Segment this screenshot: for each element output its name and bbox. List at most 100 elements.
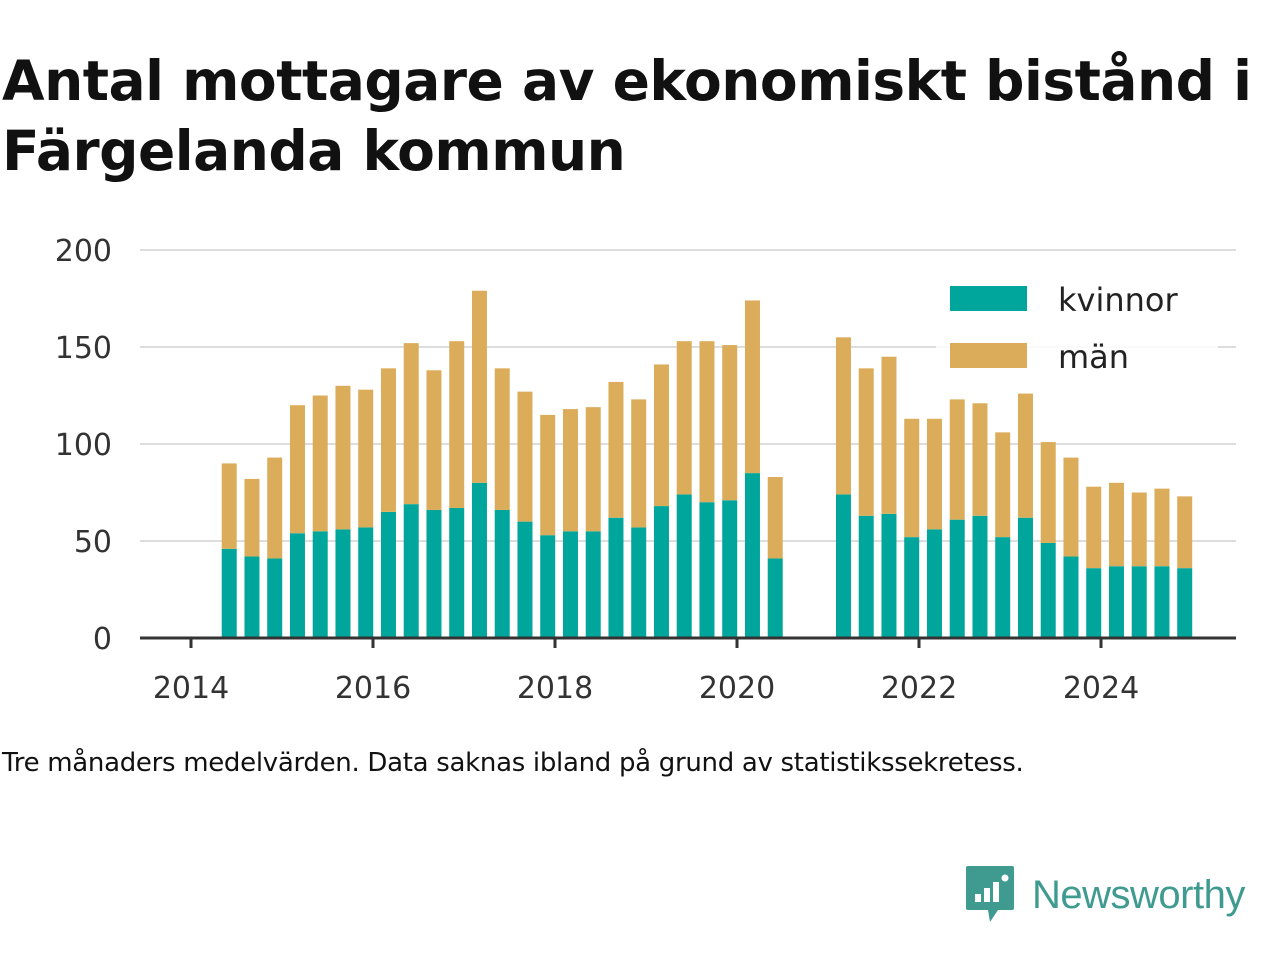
bar-män <box>1108 482 1124 567</box>
bar-män <box>471 290 487 483</box>
bar-kvinnor <box>1063 556 1079 638</box>
legend-label: män <box>1058 338 1129 376</box>
bar-kvinnor <box>1017 517 1033 638</box>
bar-kvinnor <box>858 515 874 638</box>
legend: kvinnor män <box>936 270 1218 386</box>
bar-män <box>676 341 692 495</box>
brand-logo: Newsworthy <box>964 864 1245 926</box>
bar-kvinnor <box>449 508 465 638</box>
bar-kvinnor <box>926 529 942 638</box>
bar-män <box>312 395 328 532</box>
bar-män <box>267 457 283 559</box>
bar-kvinnor <box>881 513 897 638</box>
bar-kvinnor <box>380 511 396 638</box>
bar-kvinnor <box>1108 566 1124 638</box>
y-tick-labels: 0 50 100 150 200 <box>55 234 112 657</box>
bar-kvinnor <box>835 494 851 638</box>
bar-kvinnor <box>972 515 988 638</box>
bar-kvinnor <box>1086 568 1102 638</box>
brand-name: Newsworthy <box>1032 872 1245 917</box>
bar-kvinnor <box>904 537 920 638</box>
x-tick-label: 2016 <box>335 671 411 706</box>
bar-kvinnor <box>631 527 647 638</box>
bar-kvinnor <box>562 531 578 638</box>
x-tick-label: 2014 <box>153 671 229 706</box>
bar-kvinnor <box>494 509 510 638</box>
newsworthy-logo-icon <box>966 866 1014 922</box>
bar-män <box>426 370 442 510</box>
bar-kvinnor <box>471 482 487 638</box>
bar-män <box>244 478 260 557</box>
bar-män <box>881 356 897 514</box>
bar-män <box>835 337 851 495</box>
bar-män <box>380 368 396 512</box>
bar-män <box>722 345 738 501</box>
bar-män <box>562 409 578 532</box>
bar-män <box>653 364 669 507</box>
y-tick-label: 100 <box>55 428 112 463</box>
bar-kvinnor <box>267 558 283 638</box>
bar-kvinnor <box>403 504 419 638</box>
bar-kvinnor <box>540 535 556 638</box>
bar-kvinnor <box>335 529 351 638</box>
bar-män <box>449 341 465 509</box>
bar-kvinnor <box>653 506 669 638</box>
x-tick-label: 2018 <box>517 671 593 706</box>
bar-kvinnor <box>289 533 305 638</box>
bar-kvinnor <box>1040 542 1056 638</box>
bar-män <box>699 341 715 503</box>
x-tick-labels: 2014 2016 2018 2020 2022 2024 <box>153 638 1139 706</box>
x-tick-label: 2024 <box>1063 671 1139 706</box>
bar-kvinnor <box>767 558 783 638</box>
bar-män <box>585 407 601 532</box>
legend-label: kvinnor <box>1058 281 1179 319</box>
bar-män <box>1040 442 1056 543</box>
bar-män <box>1177 496 1193 569</box>
legend-swatch-kvinnor <box>950 286 1027 311</box>
bar-män <box>949 399 965 520</box>
bar-kvinnor <box>995 537 1011 638</box>
bar-kvinnor <box>312 531 328 638</box>
y-tick-label: 0 <box>93 622 112 657</box>
bar-män <box>1131 492 1147 567</box>
bar-kvinnor <box>244 556 260 638</box>
bar-kvinnor <box>676 494 692 638</box>
bar-män <box>1063 457 1079 557</box>
bar-män <box>540 414 556 536</box>
y-tick-label: 150 <box>55 331 112 366</box>
bar-kvinnor <box>1177 568 1193 638</box>
bar-män <box>858 368 874 516</box>
bar-män <box>1086 486 1102 569</box>
bar-kvinnor <box>426 509 442 638</box>
bar-män <box>403 343 419 505</box>
bar-kvinnor <box>1131 566 1147 638</box>
bar-kvinnor <box>517 521 533 638</box>
chart-title: Antal mottagare av ekonomiskt bistånd i … <box>2 49 1252 183</box>
bar-kvinnor <box>722 500 738 638</box>
bar-kvinnor <box>608 517 624 638</box>
bar-män <box>289 405 305 534</box>
bars-group <box>221 290 1193 638</box>
bar-män <box>767 476 783 559</box>
y-tick-label: 200 <box>55 234 112 269</box>
bar-kvinnor <box>221 548 237 638</box>
bar-män <box>221 463 237 549</box>
x-tick-label: 2022 <box>881 671 957 706</box>
bar-män <box>995 432 1011 538</box>
bar-män <box>335 385 351 530</box>
y-tick-label: 50 <box>74 525 112 560</box>
bar-män <box>631 399 647 528</box>
bar-kvinnor <box>949 519 965 638</box>
bar-män <box>904 418 920 538</box>
bar-män <box>494 368 510 510</box>
bar-män <box>358 389 374 528</box>
bar-män <box>972 403 988 516</box>
bar-män <box>517 391 533 522</box>
chart-caption: Tre månaders medelvärden. Data saknas ib… <box>2 748 1024 778</box>
bar-män <box>1017 393 1033 518</box>
legend-swatch-män <box>950 343 1027 368</box>
bar-kvinnor <box>699 502 715 638</box>
bar-män <box>608 381 624 518</box>
bar-kvinnor <box>585 531 601 638</box>
